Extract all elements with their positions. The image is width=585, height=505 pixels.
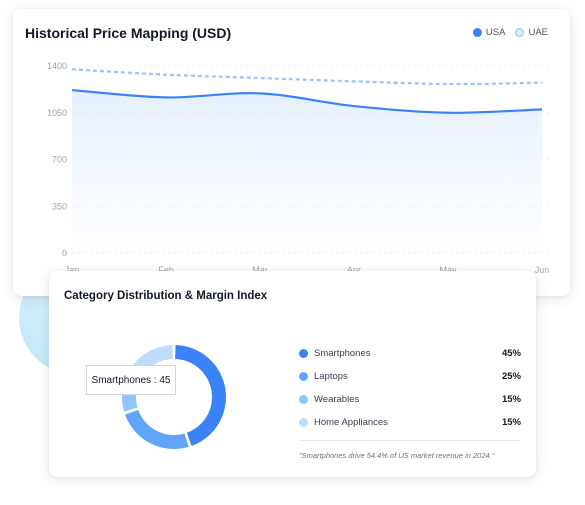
category-percent: 15% — [501, 417, 521, 428]
category-percent: 25% — [501, 371, 521, 382]
category-card-title: Category Distribution & Margin Index — [64, 290, 268, 302]
price-chart-legend: USA UAE — [472, 27, 548, 38]
category-list: Smartphones 45% Laptops 25% Wearables 15… — [299, 342, 521, 460]
category-dot-laptops — [299, 372, 308, 381]
category-dot-home-appliances — [299, 418, 308, 427]
category-row[interactable]: Home Appliances 15% — [299, 411, 521, 434]
series-line-usa — [71, 88, 543, 114]
category-dot-wearables — [299, 395, 308, 404]
category-label: Wearables — [314, 394, 360, 405]
x-tick-label: Jan — [65, 265, 80, 275]
price-line-chart: 0 350 700 1050 1400 Jan Feb Mar Apr May Jun — [47, 61, 550, 275]
y-tick-label: 0 — [62, 248, 67, 258]
category-row[interactable]: Wearables 15% — [299, 388, 521, 411]
category-dot-smartphones — [299, 349, 308, 358]
x-tick-label: Feb — [158, 265, 174, 275]
category-label: Laptops — [314, 371, 348, 382]
category-row[interactable]: Smartphones 45% — [299, 342, 521, 365]
x-tick-label: Apr — [347, 265, 361, 275]
x-tick-label: Jun — [535, 265, 550, 275]
donut-slice-laptops — [125, 409, 189, 449]
y-tick-label: 350 — [52, 201, 67, 211]
x-tick-label: May — [439, 265, 457, 275]
donut-tooltip: Smartphones : 45 — [86, 365, 176, 395]
series-line-uae — [71, 68, 543, 86]
legend-item-usa[interactable]: USA — [472, 27, 506, 38]
legend-label-uae: UAE — [528, 27, 548, 38]
legend-item-uae[interactable]: UAE — [515, 27, 548, 38]
series-area-usa — [72, 90, 542, 254]
y-tick-label: 700 — [52, 155, 67, 165]
price-chart-card: Historical Price Mapping (USD) USA UAE 0… — [13, 9, 570, 296]
legend-label-usa: USA — [485, 27, 506, 38]
donut-slice-smartphones — [175, 345, 226, 446]
price-chart-title: Historical Price Mapping (USD) — [25, 25, 232, 41]
category-card: Category Distribution & Margin Index Sma… — [49, 271, 536, 477]
category-label: Home Appliances — [314, 417, 388, 428]
legend-dot-usa — [472, 28, 482, 37]
category-percent: 15% — [501, 394, 521, 405]
list-divider — [299, 440, 521, 441]
category-percent: 45% — [501, 348, 521, 359]
y-tick-label: 1050 — [47, 108, 67, 118]
category-label: Smartphones — [314, 348, 371, 359]
insight-note: "Smartphones drive 54.4% of US market re… — [299, 451, 495, 460]
category-row[interactable]: Laptops 25% — [299, 365, 521, 388]
x-tick-label: Mar — [252, 265, 268, 275]
legend-dot-uae — [515, 28, 525, 37]
y-tick-label: 1400 — [47, 61, 67, 71]
